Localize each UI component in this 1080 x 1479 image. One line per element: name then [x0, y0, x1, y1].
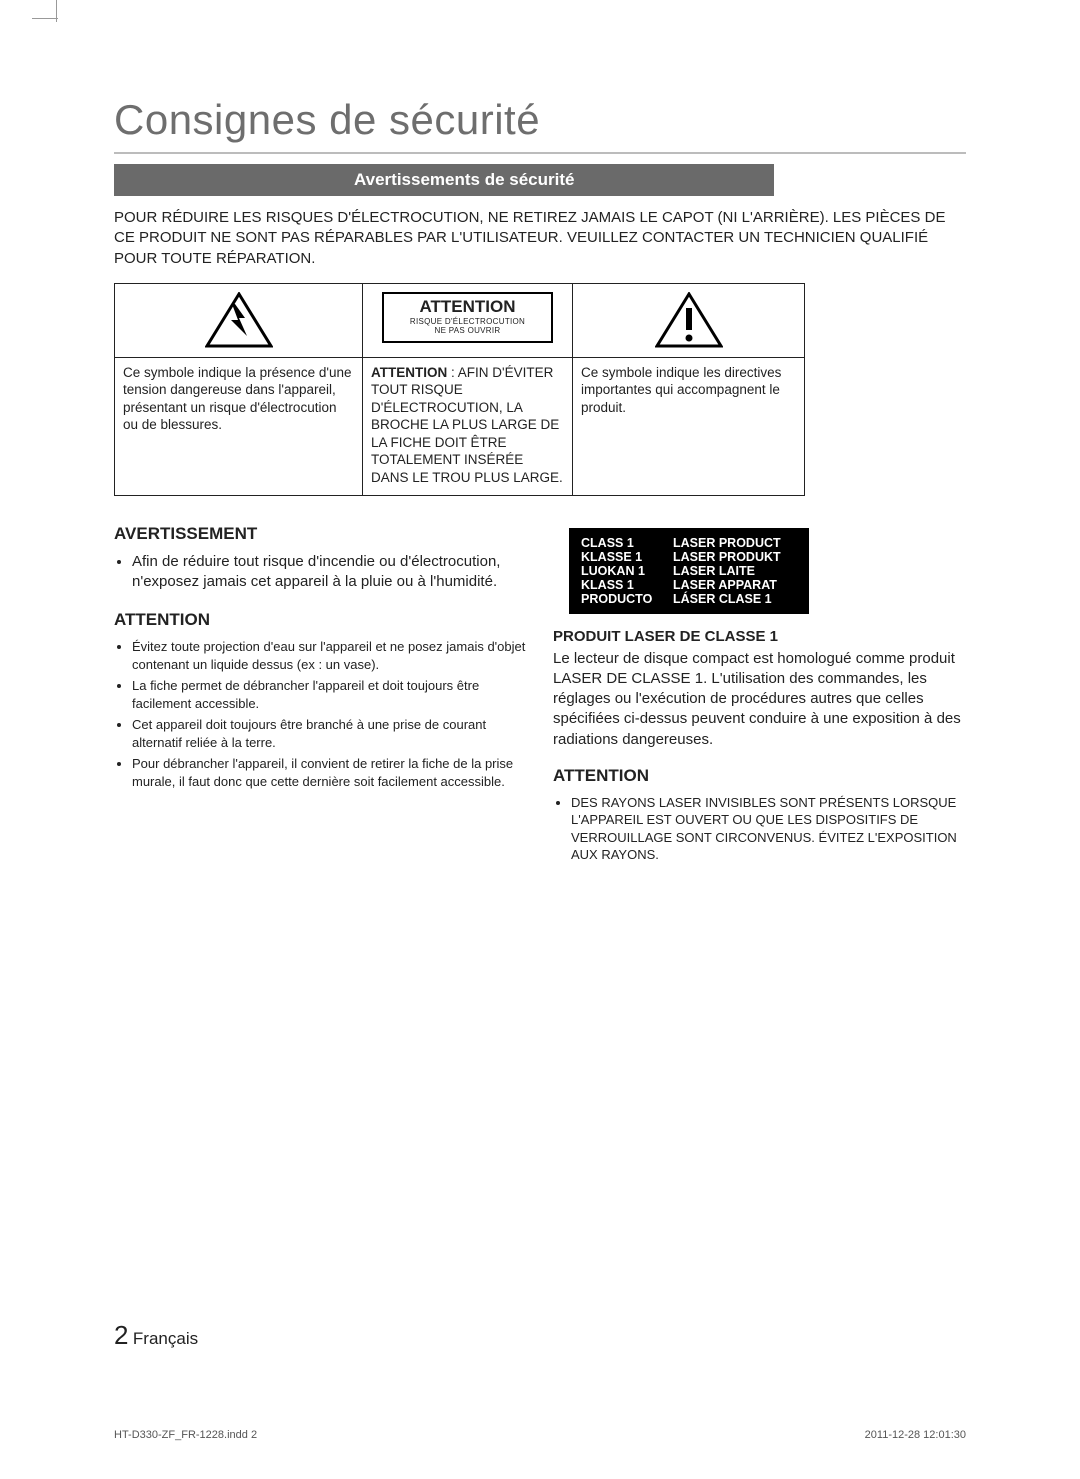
attention-box-line1: RISQUE D'ÉLECTROCUTION — [410, 317, 525, 326]
laser-cell: LUOKAN 1 — [581, 564, 673, 578]
page-title: Consignes de sécurité — [114, 96, 966, 144]
attention-box-title: ATTENTION — [410, 297, 525, 317]
laser-cell: PRODUCTO — [581, 592, 673, 606]
produit-heading: PRODUIT LASER DE CLASSE 1 — [553, 628, 966, 645]
exclaim-symbol-cell — [573, 283, 805, 357]
avertissement-heading: AVERTISSEMENT — [114, 524, 527, 544]
caption-mid-bold: ATTENTION — [371, 365, 447, 380]
caption-mid-rest: : AFIN D'ÉVITER TOUT RISQUE D'ÉLECTROCUT… — [371, 365, 563, 485]
attention-list: Évitez toute projection d'eau sur l'appa… — [114, 638, 527, 790]
laser-class-box: CLASS 1LASER PRODUCT KLASSE 1LASER PRODU… — [569, 528, 809, 614]
warning-table: ATTENTION RISQUE D'ÉLECTROCUTION NE PAS … — [114, 283, 805, 496]
laser-cell: LASER LAITE — [673, 564, 755, 578]
laser-cell: LASER PRODUCT — [673, 536, 781, 550]
avertissement-list: Afin de réduire tout risque d'incendie o… — [114, 552, 527, 593]
meta-left: HT-D330-ZF_FR-1228.indd 2 — [114, 1429, 257, 1441]
laser-cell: LASER APPARAT — [673, 578, 777, 592]
list-item: La fiche permet de débrancher l'appareil… — [132, 677, 527, 712]
crop-mark-v — [56, 0, 57, 22]
two-columns: AVERTISSEMENT Afin de réduire tout risqu… — [114, 524, 966, 882]
section-banner: Avertissements de sécurité — [114, 164, 774, 196]
attention2-list: DES RAYONS LASER INVISIBLES SONT PRÉSENT… — [553, 794, 966, 864]
laser-cell: LASER PRODUKT — [673, 550, 781, 564]
list-item: Pour débrancher l'appareil, il convient … — [132, 755, 527, 790]
list-item: DES RAYONS LASER INVISIBLES SONT PRÉSENT… — [571, 794, 966, 864]
shock-symbol-cell — [115, 283, 363, 357]
attention-box-line2: NE PAS OUVRIR — [410, 326, 525, 335]
laser-cell: CLASS 1 — [581, 536, 673, 550]
caption-left: Ce symbole indique la présence d'une ten… — [115, 357, 363, 495]
attention-box-cell: ATTENTION RISQUE D'ÉLECTROCUTION NE PAS … — [363, 283, 573, 357]
imposition-meta: HT-D330-ZF_FR-1228.indd 2 2011-12-28 12:… — [114, 1429, 966, 1441]
list-item: Afin de réduire tout risque d'incendie o… — [132, 552, 527, 593]
laser-cell: KLASS 1 — [581, 578, 673, 592]
page-language: Français — [133, 1329, 198, 1348]
attention2-heading: ATTENTION — [553, 766, 966, 786]
crop-mark-h — [32, 18, 58, 19]
attention-heading: ATTENTION — [114, 610, 527, 630]
attention-box: ATTENTION RISQUE D'ÉLECTROCUTION NE PAS … — [382, 292, 553, 343]
page-number: 2 — [114, 1320, 128, 1350]
exclamation-triangle-icon — [655, 292, 723, 348]
laser-cell: LÁSER CLASE 1 — [673, 592, 772, 606]
title-rule — [114, 152, 966, 154]
left-column: AVERTISSEMENT Afin de réduire tout risqu… — [114, 524, 527, 882]
page-footer: 2 Français — [114, 1320, 198, 1351]
produit-paragraph: Le lecteur de disque compact est homolog… — [553, 649, 966, 750]
page-body: Consignes de sécurité Avertissements de … — [114, 96, 966, 882]
meta-right: 2011-12-28 12:01:30 — [865, 1429, 966, 1441]
laser-cell: KLASSE 1 — [581, 550, 673, 564]
intro-text: POUR RÉDUIRE LES RISQUES D'ÉLECTROCUTION… — [114, 208, 966, 269]
right-column: CLASS 1LASER PRODUCT KLASSE 1LASER PRODU… — [553, 524, 966, 882]
list-item: Cet appareil doit toujours être branché … — [132, 716, 527, 751]
lightning-triangle-icon — [205, 292, 273, 348]
caption-mid: ATTENTION : AFIN D'ÉVITER TOUT RISQUE D'… — [363, 357, 573, 495]
list-item: Évitez toute projection d'eau sur l'appa… — [132, 638, 527, 673]
caption-right: Ce symbole indique les directives import… — [573, 357, 805, 495]
